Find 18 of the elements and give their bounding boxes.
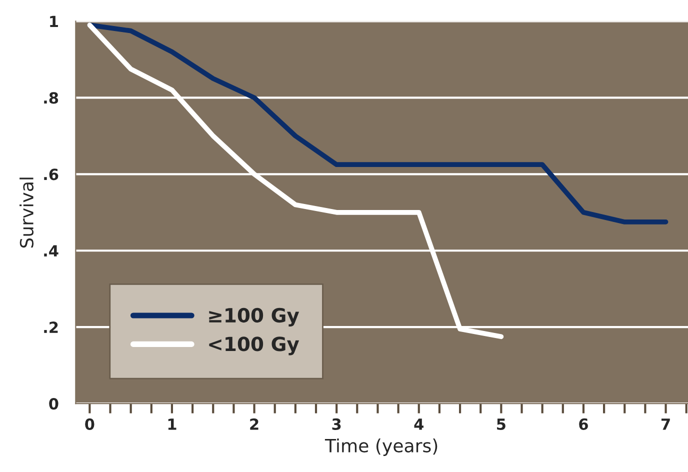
x-tick-label: 4 xyxy=(414,418,424,430)
legend-label: ≥100 Gy xyxy=(209,308,300,327)
x-tick-label: 7 xyxy=(661,418,670,430)
x-tick-label: 3 xyxy=(332,418,341,430)
x-tick-label: 5 xyxy=(497,418,506,430)
y-tick-label: 0 xyxy=(49,398,58,410)
x-tick-label: 1 xyxy=(168,418,176,430)
y-tick-label: .2 xyxy=(44,322,58,333)
legend-label: <100 Gy xyxy=(209,336,300,356)
y-tick-label: .4 xyxy=(44,245,58,256)
y-tick-label: .8 xyxy=(44,92,58,104)
y-tick-label: 1 xyxy=(50,16,58,28)
x-tick-label: 6 xyxy=(579,418,588,430)
x-tick-label: 2 xyxy=(250,418,258,430)
x-tick-label: 0 xyxy=(85,418,94,430)
y-tick-label: .6 xyxy=(44,168,58,180)
y-axis-title: Survival xyxy=(20,178,34,248)
x-axis-title: Time (years) xyxy=(324,438,438,456)
